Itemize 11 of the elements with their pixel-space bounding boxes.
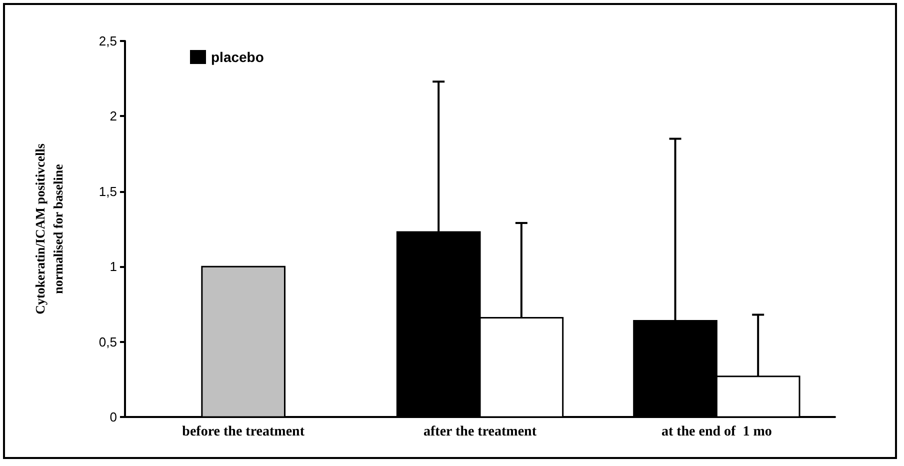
y-tick-label: 2,5 [98,34,117,48]
legend-label: placebo [211,49,264,65]
y-tick-label: 0,5 [98,334,117,350]
x-tick-label: after the treatment [424,424,537,440]
y-tick-label: 2 [110,108,117,124]
y-tick-label: 0 [110,410,117,424]
y-tick-label: 1 [110,259,117,274]
y-axis-title: Cytokeratin/ICAM positivcells normalised for baseline [32,144,66,314]
x-tick-label: before the treatment [182,424,305,440]
x-tick-label: at the end of 1 mo [661,424,772,440]
y-tick-label: 1,5 [98,184,117,199]
